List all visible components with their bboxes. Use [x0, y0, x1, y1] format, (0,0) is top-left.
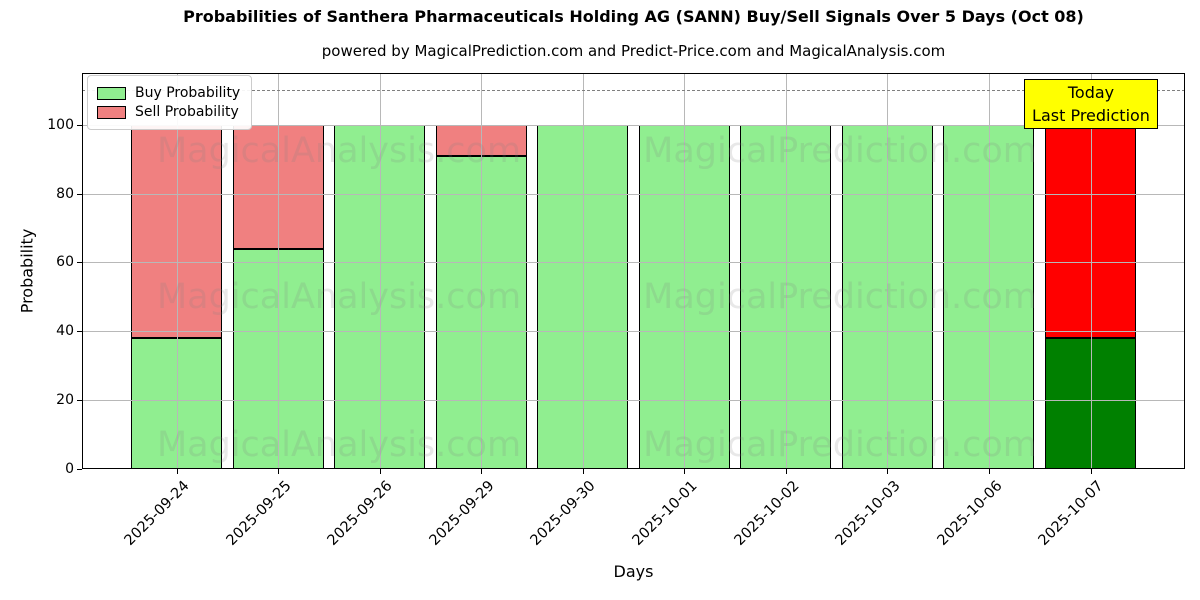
y-tick-label: 0: [65, 461, 74, 477]
v-gridline: [582, 73, 584, 469]
v-gridline: [684, 73, 686, 469]
page-title: Probabilities of Santhera Pharmaceutical…: [183, 7, 1084, 26]
v-gridline: [887, 73, 889, 469]
x-tick-label: 2025-10-03: [832, 478, 904, 549]
v-gridline: [1090, 73, 1092, 469]
page-subtitle: powered by MagicalPrediction.com and Pre…: [321, 42, 946, 60]
x-tick-mark: [379, 469, 381, 474]
h-gridline: [82, 193, 1185, 195]
y-tick-mark: [77, 124, 82, 126]
y-tick-label: 100: [47, 116, 74, 133]
x-tick-mark: [582, 469, 584, 474]
buy-swatch-icon: [97, 86, 126, 100]
h-gridline: [82, 400, 1185, 402]
x-tick-mark: [887, 469, 889, 474]
y-tick-mark: [77, 469, 82, 470]
v-gridline: [379, 73, 381, 469]
x-tick-label: 2025-10-06: [934, 478, 1006, 549]
y-tick-label: 80: [56, 185, 74, 202]
x-tick-label: 2025-09-30: [528, 478, 600, 549]
y-tick-label: 40: [56, 323, 74, 340]
x-axis-label: Days: [613, 562, 654, 581]
x-tick-label: 2025-10-01: [629, 478, 701, 549]
x-tick-mark: [684, 469, 686, 474]
y-tick-mark: [77, 400, 82, 402]
y-tick-label: 20: [56, 392, 74, 409]
x-tick-mark: [1090, 469, 1092, 474]
x-tick-label: 2025-09-24: [121, 478, 193, 549]
legend: Buy Probability Sell Probability: [87, 75, 253, 130]
x-tick-label: 2025-10-07: [1035, 478, 1107, 549]
legend-label-buy: Buy Probability: [135, 85, 241, 101]
sell-swatch-icon: [97, 105, 126, 119]
x-tick-mark: [278, 469, 280, 474]
h-gridline: [82, 262, 1185, 264]
x-tick-label: 2025-10-02: [731, 478, 803, 549]
h-gridline: [82, 124, 1185, 126]
x-tick-label: 2025-09-26: [325, 478, 396, 549]
v-gridline: [988, 73, 990, 469]
v-gridline: [785, 73, 787, 469]
y-tick-mark: [77, 262, 82, 264]
x-tick-mark: [785, 469, 787, 474]
annotation-line-2: Last Prediction: [1032, 106, 1150, 126]
y-axis-label: Probability: [17, 228, 37, 314]
y-tick-mark: [77, 193, 82, 195]
legend-item-buy: Buy Probability: [97, 85, 240, 101]
legend-item-sell: Sell Probability: [97, 104, 240, 120]
x-tick-label: 2025-09-25: [223, 478, 295, 549]
x-tick-mark: [988, 469, 990, 474]
y-tick-mark: [77, 331, 82, 333]
legend-label-sell: Sell Probability: [135, 104, 239, 120]
today-annotation: Today Last Prediction: [1024, 79, 1158, 130]
v-gridline: [481, 73, 483, 469]
x-tick-mark: [176, 469, 178, 474]
v-gridline: [176, 73, 178, 469]
dashed-threshold-line: [82, 90, 1185, 92]
x-tick-mark: [481, 469, 483, 474]
v-gridline: [278, 73, 280, 469]
y-tick-label: 60: [56, 254, 74, 271]
annotation-line-1: Today: [1067, 83, 1115, 102]
x-tick-label: 2025-09-29: [426, 478, 498, 549]
h-gridline: [82, 331, 1185, 333]
